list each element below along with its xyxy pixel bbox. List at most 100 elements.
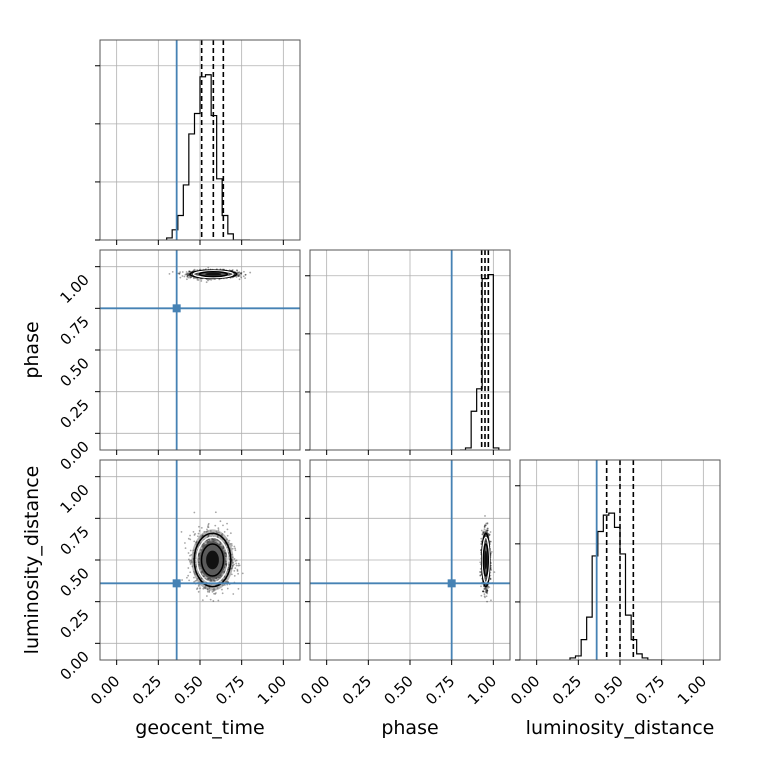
sample-point	[230, 543, 233, 545]
sample-point	[484, 534, 487, 537]
sample-point	[192, 269, 195, 272]
sample-point	[190, 553, 193, 556]
sample-point	[485, 522, 488, 525]
sample-point	[235, 276, 238, 278]
sample-point	[224, 555, 227, 558]
y-tick-label: 1.00	[56, 271, 92, 307]
sample-point	[229, 532, 232, 535]
sample-point	[489, 540, 492, 543]
x-tick-label: 0.50	[170, 672, 206, 708]
sample-point	[484, 531, 487, 534]
sample-point	[224, 552, 227, 555]
sample-point	[484, 539, 487, 541]
x-tick-label: 1.00	[464, 672, 500, 708]
sample-point	[224, 551, 226, 554]
sample-point	[198, 525, 200, 528]
sample-point	[193, 572, 196, 575]
sample-point	[186, 274, 189, 277]
sample-point	[236, 271, 239, 274]
sample-point	[485, 591, 488, 593]
sample-point	[236, 568, 239, 571]
sample-point	[229, 273, 232, 276]
sample-point	[485, 588, 488, 591]
sample-point	[241, 572, 244, 575]
sample-point	[188, 270, 191, 273]
sample-point	[181, 579, 183, 581]
sample-point	[221, 579, 224, 581]
sample-point	[216, 531, 219, 534]
sample-point	[482, 530, 485, 533]
sample-point	[490, 599, 492, 602]
sample-point	[230, 567, 233, 570]
sample-point	[490, 550, 493, 553]
sample-point	[486, 592, 489, 595]
sample-point	[213, 592, 215, 595]
sample-point	[487, 529, 489, 532]
sample-point	[228, 539, 231, 542]
sample-point	[223, 570, 226, 573]
sample-point	[206, 588, 209, 591]
sample-point	[231, 556, 234, 559]
sample-point	[235, 562, 238, 565]
sample-point	[185, 278, 188, 281]
panel-luminosity_distance-hist: 0.00 0.25 0.50 0.75 1.00	[507, 459, 721, 708]
y-tick-label: 0.25	[56, 606, 92, 642]
sample-point	[479, 571, 482, 574]
sample-point	[186, 272, 189, 275]
sample-point	[219, 520, 222, 523]
sample-point	[193, 268, 196, 271]
sample-point	[196, 587, 199, 589]
sample-point	[489, 578, 492, 581]
sample-point	[485, 591, 488, 594]
sample-point	[202, 574, 205, 577]
labels-layer: geocent_time phase luminosity_distance p…	[21, 321, 714, 739]
sample-point	[237, 275, 240, 277]
sample-point	[224, 542, 226, 544]
sample-point	[186, 576, 188, 579]
sample-point	[197, 563, 200, 566]
sample-point	[484, 515, 486, 517]
sample-point	[207, 266, 210, 269]
sample-point	[187, 274, 189, 277]
sample-point	[196, 578, 199, 580]
sample-point	[201, 545, 204, 548]
sample-point	[232, 564, 234, 567]
sample-point	[198, 564, 201, 567]
sample-point	[490, 552, 492, 555]
sample-point	[483, 588, 485, 590]
histogram-geocent_time	[166, 74, 250, 240]
sample-point	[203, 586, 206, 589]
sample-point	[195, 273, 198, 276]
sample-point	[200, 526, 203, 529]
truth-marker	[172, 579, 181, 588]
sample-point	[233, 545, 236, 548]
sample-point	[226, 534, 229, 537]
sample-point	[195, 564, 197, 566]
sample-point	[194, 573, 197, 576]
sample-point	[486, 522, 489, 525]
sample-point	[487, 533, 490, 536]
sample-point	[485, 578, 487, 581]
sample-point	[488, 534, 491, 537]
sample-point	[227, 581, 229, 583]
sample-point	[188, 560, 191, 562]
sample-point	[222, 547, 225, 550]
sample-point	[237, 275, 240, 278]
sample-point	[489, 577, 492, 580]
sample-point	[479, 549, 482, 551]
sample-point	[187, 273, 190, 276]
sample-point	[223, 531, 226, 533]
sample-point	[202, 544, 204, 547]
sample-point	[222, 570, 225, 573]
sample-point	[192, 549, 195, 552]
sample-point	[186, 275, 189, 278]
sample-point	[480, 594, 483, 597]
sample-point	[226, 528, 229, 531]
contour-outer	[193, 532, 232, 588]
sample-point	[212, 538, 215, 541]
sample-point	[197, 532, 200, 535]
sample-point	[194, 580, 197, 582]
sample-point	[244, 273, 247, 276]
sample-point	[216, 535, 219, 538]
